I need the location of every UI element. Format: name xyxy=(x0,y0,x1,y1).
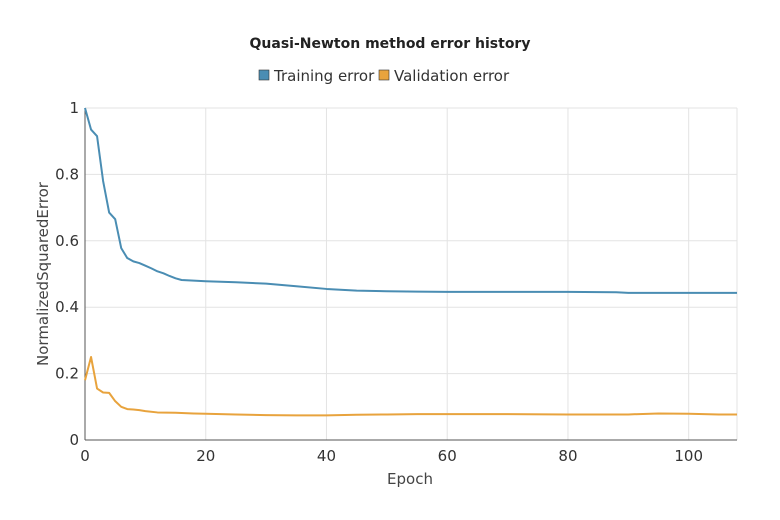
x-tick-label: 100 xyxy=(674,447,703,465)
y-tick-label: 0.8 xyxy=(55,165,79,183)
x-tick-labels: 0 20 40 60 80 100 xyxy=(80,447,703,465)
x-tick-label: 0 xyxy=(80,447,90,465)
y-tick-labels: 0 0.2 0.4 0.6 0.8 1 xyxy=(55,99,79,449)
x-tick-label: 20 xyxy=(196,447,215,465)
grid xyxy=(85,107,738,440)
x-tick-label: 80 xyxy=(558,447,577,465)
training-error-line[interactable] xyxy=(84,107,737,294)
legend-swatch-validation xyxy=(378,69,390,81)
legend: Training error Validation error xyxy=(258,67,510,85)
axes xyxy=(84,108,737,441)
legend-item-training[interactable]: Training error xyxy=(258,67,375,85)
y-tick-label: 0.4 xyxy=(55,298,79,316)
x-tick-label: 40 xyxy=(317,447,336,465)
y-tick-label: 0 xyxy=(69,431,79,449)
y-tick-label: 0.2 xyxy=(55,365,79,383)
legend-item-validation[interactable]: Validation error xyxy=(378,67,510,85)
y-tick-label: 0.6 xyxy=(55,232,79,250)
series-lines xyxy=(84,107,737,417)
x-axis-label: Epoch xyxy=(387,470,433,488)
x-tick-label: 60 xyxy=(438,447,457,465)
validation-error-line[interactable] xyxy=(84,356,737,417)
y-tick-label: 1 xyxy=(69,99,79,117)
y-axis-label: NormalizedSquaredError xyxy=(34,181,52,366)
legend-label-training: Training error xyxy=(273,67,375,85)
legend-label-validation: Validation error xyxy=(394,67,510,85)
legend-swatch-training xyxy=(258,69,270,81)
chart-title: Quasi-Newton method error history xyxy=(250,36,531,52)
